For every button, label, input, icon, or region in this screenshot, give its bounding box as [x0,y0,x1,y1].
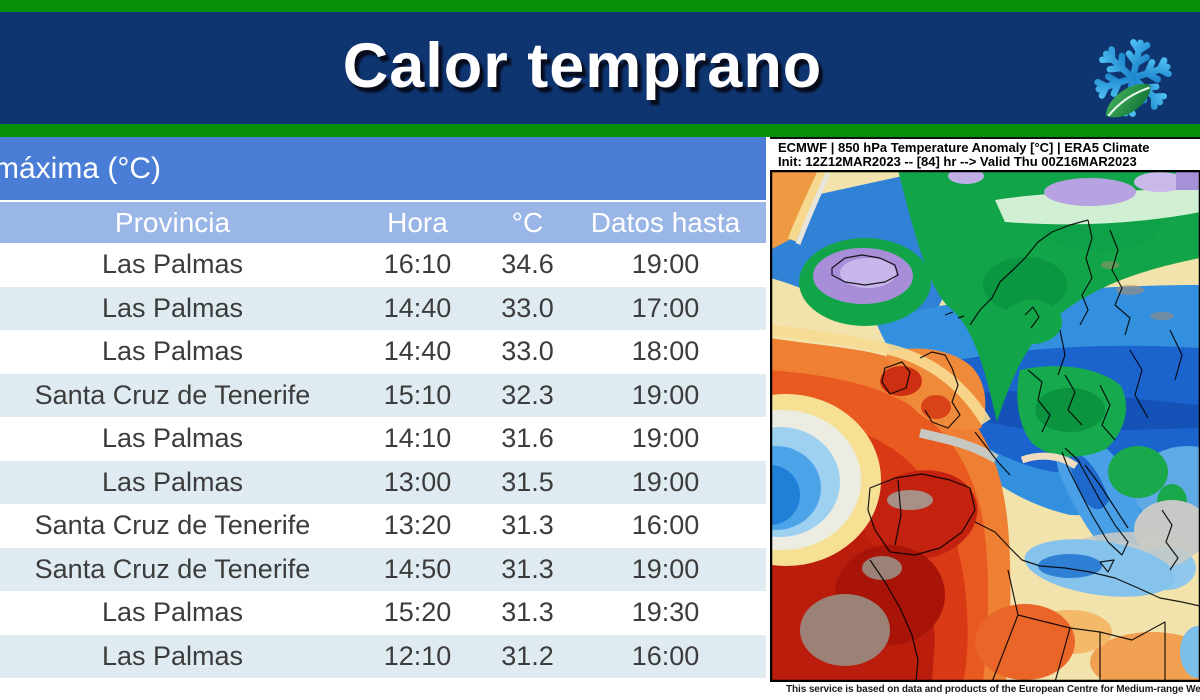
col-datos-hasta: Datos hasta [590,206,741,238]
table-row: Santa Cruz de Tenerife 14:50 31.3 19:00 [0,547,766,591]
table-row: Las Palmas 14:40 33.0 17:00 [0,286,766,330]
cell-provincia: Las Palmas [101,292,244,323]
section-title: máxima (°C) [0,137,766,200]
cell-datos-hasta: 19:00 [631,466,700,497]
cell-temperatura: 31.6 [501,423,554,454]
table-row: Las Palmas 13:00 31.5 19:00 [0,460,766,504]
table-row: Santa Cruz de Tenerife 15:10 32.3 19:00 [0,373,766,417]
cell-provincia: Las Palmas [101,336,244,367]
top-accent-bar [0,0,1200,12]
bottom-accent-bar [0,124,1200,137]
max-temp-panel: máxima (°C) Provincia Hora °C Datos hast… [0,137,766,700]
table-column-header: Provincia Hora °C Datos hasta [0,202,766,243]
cell-temperatura: 32.3 [501,379,554,410]
cell-temperatura: 31.5 [501,466,554,497]
table-row: Las Palmas 14:40 33.0 18:00 [0,330,766,374]
cell-datos-hasta: 19:00 [631,553,700,584]
cell-datos-hasta: 19:00 [631,379,700,410]
col-hora: Hora [387,206,448,238]
cell-temperatura: 31.3 [501,553,554,584]
cell-hora: 15:10 [383,379,452,410]
cell-datos-hasta: 19:00 [631,249,700,280]
max-temp-table-body: Las Palmas 16:10 34.6 19:00 Las Palmas 1… [0,243,766,678]
anomaly-map-graphic [770,170,1200,682]
cell-hora: 15:20 [383,597,452,628]
cell-provincia: Santa Cruz de Tenerife [34,510,311,541]
cell-provincia: Las Palmas [101,466,244,497]
cell-hora: 12:10 [383,640,452,671]
cell-provincia: Las Palmas [101,249,244,280]
map-title-line2: Init: 12Z12MAR2023 -- [84] hr --> Valid … [778,154,1137,169]
table-row: Santa Cruz de Tenerife 13:20 31.3 16:00 [0,504,766,548]
cell-hora: 14:10 [383,423,452,454]
cell-provincia: Las Palmas [101,640,244,671]
cell-datos-hasta: 18:00 [631,336,700,367]
cell-temperatura: 31.3 [501,597,554,628]
leaf-icon [1105,83,1151,118]
cell-datos-hasta: 16:00 [631,640,700,671]
snowflake-leaf-logo [1094,39,1172,118]
cell-temperatura: 33.0 [501,336,554,367]
cell-hora: 13:00 [383,466,452,497]
table-row: Las Palmas 12:10 31.2 16:00 [0,634,766,678]
col-provincia: Provincia [114,206,231,238]
cell-hora: 14:50 [383,553,452,584]
page-title: Calor temprano [342,31,823,101]
cell-temperatura: 33.0 [501,292,554,323]
cell-hora: 13:20 [383,510,452,541]
header-banner: Calor temprano [0,12,1200,124]
cell-datos-hasta: 19:30 [631,597,700,628]
table-row: Las Palmas 15:20 31.3 19:30 [0,591,766,635]
table-row: Las Palmas 14:10 31.6 19:00 [0,417,766,461]
anomaly-map-panel: ECMWF | 850 hPa Temperature Anomaly [°C]… [770,137,1200,700]
map-attribution-caption: This service is based on data and produc… [786,684,1200,695]
table-row: Las Palmas 16:10 34.6 19:00 [0,243,766,287]
cell-provincia: Santa Cruz de Tenerife [34,553,311,584]
cell-provincia: Santa Cruz de Tenerife [34,379,311,410]
cell-provincia: Las Palmas [101,597,244,628]
cell-hora: 16:10 [383,249,452,280]
cell-hora: 14:40 [383,292,452,323]
cell-temperatura: 34.6 [501,249,554,280]
cell-datos-hasta: 16:00 [631,510,700,541]
cell-provincia: Las Palmas [101,423,244,454]
col-temperatura: °C [511,206,544,238]
cell-datos-hasta: 17:00 [631,292,700,323]
cell-temperatura: 31.2 [501,640,554,671]
cell-hora: 14:40 [383,336,452,367]
band-separator [0,200,766,202]
cell-temperatura: 31.3 [501,510,554,541]
cell-datos-hasta: 19:00 [631,423,700,454]
map-title-line1: ECMWF | 850 hPa Temperature Anomaly [°C]… [778,140,1150,155]
